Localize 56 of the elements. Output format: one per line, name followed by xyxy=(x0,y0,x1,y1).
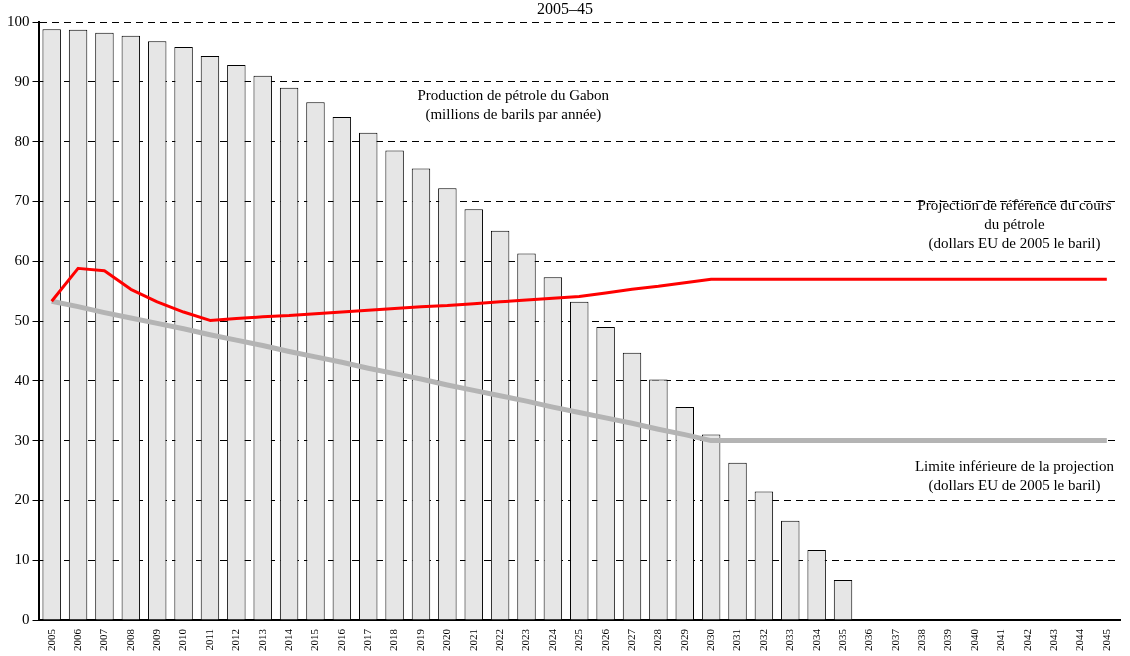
y-tick-label: 40 xyxy=(14,371,30,388)
x-tick-label: 2029 xyxy=(677,628,690,651)
chart-title: 2005–45 xyxy=(537,0,593,17)
x-tick-label: 2038 xyxy=(915,628,928,651)
x-tick-label: 2025 xyxy=(572,628,585,651)
x-tick-label: 2036 xyxy=(862,628,875,651)
x-tick-label: 2022 xyxy=(493,629,506,651)
x-tick-label: 2023 xyxy=(519,628,532,651)
x-tick-label: 2011 xyxy=(202,629,215,651)
x-tick-label: 2042 xyxy=(1020,629,1033,651)
series-label: Projection de référence du cours du pétrole (dollars EU de 2005 le baril) xyxy=(917,197,1112,253)
x-tick-label: 2020 xyxy=(440,628,453,651)
series-label: Limite inférieure de la projection (dollars EU de 2005 le baril) xyxy=(914,457,1115,494)
y-tick-label: 70 xyxy=(14,192,30,209)
x-tick-label: 2032 xyxy=(756,629,769,651)
x-tick-label: 2012 xyxy=(229,629,242,651)
y-tick-label: 80 xyxy=(14,132,30,149)
x-tick-label: 2045 xyxy=(1099,628,1112,651)
x-tick-label: 2034 xyxy=(809,628,822,651)
x-tick-label: 2033 xyxy=(783,628,796,651)
x-tick-label: 2041 xyxy=(994,629,1007,651)
y-tick-label: 20 xyxy=(14,491,30,508)
y-tick-label: 30 xyxy=(14,431,30,448)
x-tick-label: 2039 xyxy=(941,628,954,651)
x-tick-label: 2028 xyxy=(651,628,664,651)
y-tick-label: 100 xyxy=(7,12,30,29)
y-tick-label: 0 xyxy=(22,610,30,627)
x-tick-label: 2035 xyxy=(835,628,848,651)
x-tick-label: 2019 xyxy=(413,628,426,651)
x-tick-label: 2044 xyxy=(1073,628,1086,651)
y-tick-label: 50 xyxy=(14,311,30,328)
x-tick-label: 2014 xyxy=(281,628,294,651)
x-tick-label: 2026 xyxy=(598,628,611,651)
x-tick-label: 2031 xyxy=(730,629,743,651)
y-tick-label: 10 xyxy=(14,551,30,568)
x-tick-label: 2043 xyxy=(1046,628,1059,651)
x-tick-label: 2005 xyxy=(44,628,57,651)
x-tick-label: 2006 xyxy=(70,628,83,651)
y-tick-label: 90 xyxy=(14,72,30,89)
x-tick-label: 2013 xyxy=(255,628,268,651)
x-tick-label: 2009 xyxy=(150,628,163,651)
x-tick-label: 2021 xyxy=(466,629,479,651)
x-tick-label: 2007 xyxy=(97,628,110,651)
x-tick-label: 2024 xyxy=(545,628,558,651)
x-tick-label: 2018 xyxy=(387,628,400,651)
x-tick-label: 2027 xyxy=(624,628,637,651)
x-tick-label: 2015 xyxy=(308,628,321,651)
text: Production de pétrole du Gabon (millions de barils par année) xyxy=(417,87,610,124)
x-tick-label: 2008 xyxy=(123,628,136,651)
x-tick-label: 2017 xyxy=(361,628,374,651)
x-tick-label: 2016 xyxy=(334,628,347,651)
x-tick-label: 2010 xyxy=(176,628,189,651)
x-tick-label: 2030 xyxy=(704,628,717,651)
x-tick-label: 2040 xyxy=(967,628,980,651)
y-tick-label: 60 xyxy=(14,252,30,269)
x-tick-label: 2037 xyxy=(888,628,901,651)
